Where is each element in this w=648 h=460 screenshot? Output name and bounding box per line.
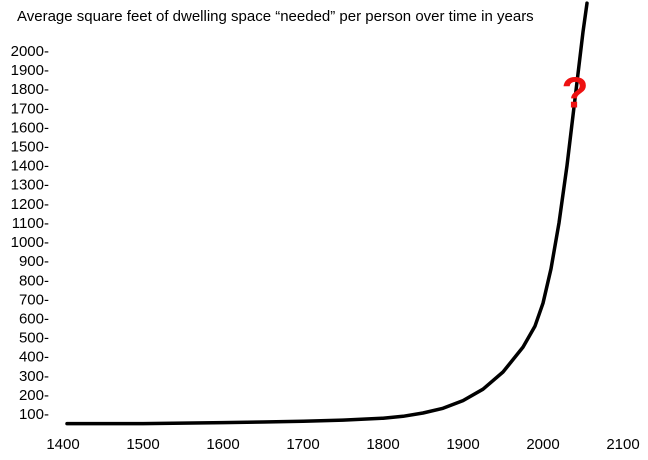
- y-tick-label-800: 800-: [19, 272, 49, 289]
- y-tick-label-1900: 1900-: [11, 62, 49, 79]
- x-tick-label-2100: 2100: [606, 436, 639, 453]
- annotation-question-mark: ?: [562, 69, 589, 118]
- series-line-0: [65, 1, 589, 426]
- x-tick-label-1500: 1500: [126, 436, 159, 453]
- y-tick-label-100: 100-: [19, 406, 49, 423]
- x-axis-ticks: 1400 1500 1600 1700 1800 1900 2000 2100: [46, 436, 639, 453]
- y-tick-label-1300: 1300-: [11, 177, 49, 194]
- y-tick-label-900: 900-: [19, 253, 49, 270]
- series-group: [65, 1, 589, 426]
- y-tick-label-700: 700-: [19, 291, 49, 308]
- chart-title: Average square feet of dwelling space “n…: [17, 8, 534, 25]
- y-tick-label-1400: 1400-: [11, 158, 49, 175]
- y-tick-label-600: 600-: [19, 310, 49, 327]
- y-tick-label-1200: 1200-: [11, 196, 49, 213]
- y-tick-label-1700: 1700-: [11, 100, 49, 117]
- y-tick-label-1000: 1000-: [11, 234, 49, 251]
- y-tick-label-400: 400-: [19, 349, 49, 366]
- y-tick-label-2000: 2000-: [11, 43, 49, 60]
- y-tick-label-300: 300-: [19, 368, 49, 385]
- x-tick-label-1700: 1700: [286, 436, 319, 453]
- annotations-group: ?: [562, 69, 589, 118]
- y-axis-ticks: 100- 200- 300- 400- 500- 600- 700- 800- 900- 1000…: [11, 43, 49, 423]
- x-tick-label-1400: 1400: [46, 436, 79, 453]
- y-tick-label-1600: 1600-: [11, 119, 49, 136]
- y-tick-label-200: 200-: [19, 387, 49, 404]
- x-tick-label-2000: 2000: [526, 436, 559, 453]
- y-tick-label-1800: 1800-: [11, 81, 49, 98]
- y-tick-label-1500: 1500-: [11, 139, 49, 156]
- x-tick-label-1600: 1600: [206, 436, 239, 453]
- y-tick-label-1100: 1100-: [12, 215, 49, 232]
- y-tick-label-500: 500-: [19, 330, 49, 347]
- x-tick-label-1900: 1900: [446, 436, 479, 453]
- x-tick-label-1800: 1800: [366, 436, 399, 453]
